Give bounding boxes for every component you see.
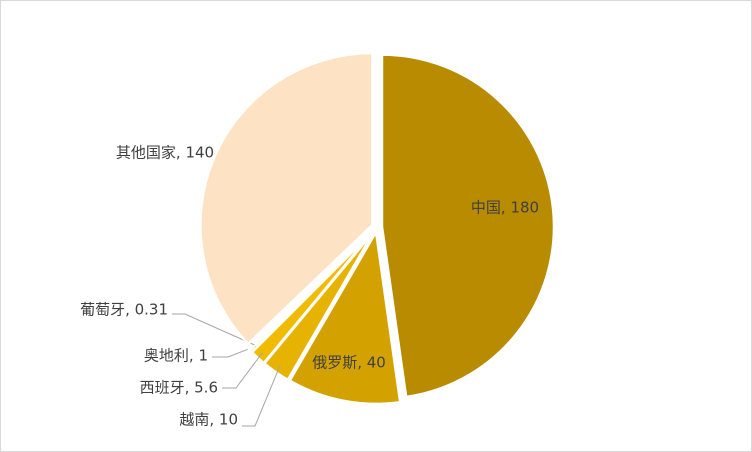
- leader-line: [242, 366, 281, 427]
- pie-slice: [199, 51, 374, 346]
- data-label: 越南, 10: [179, 411, 238, 429]
- pie-slice: [380, 53, 556, 399]
- data-label: 中国, 180: [471, 199, 539, 217]
- leader-line: [222, 352, 263, 389]
- data-label: 其他国家, 140: [116, 144, 214, 162]
- pie-slice: [247, 229, 375, 352]
- leader-line: [172, 313, 255, 346]
- data-label: 俄罗斯, 40: [312, 354, 386, 372]
- data-label: 西班牙, 5.6: [140, 379, 218, 397]
- pie-slice: [287, 228, 402, 406]
- data-label: 葡萄牙, 0.31: [80, 301, 168, 319]
- leader-line: [212, 345, 256, 358]
- data-label: 奥地利, 1: [144, 347, 208, 365]
